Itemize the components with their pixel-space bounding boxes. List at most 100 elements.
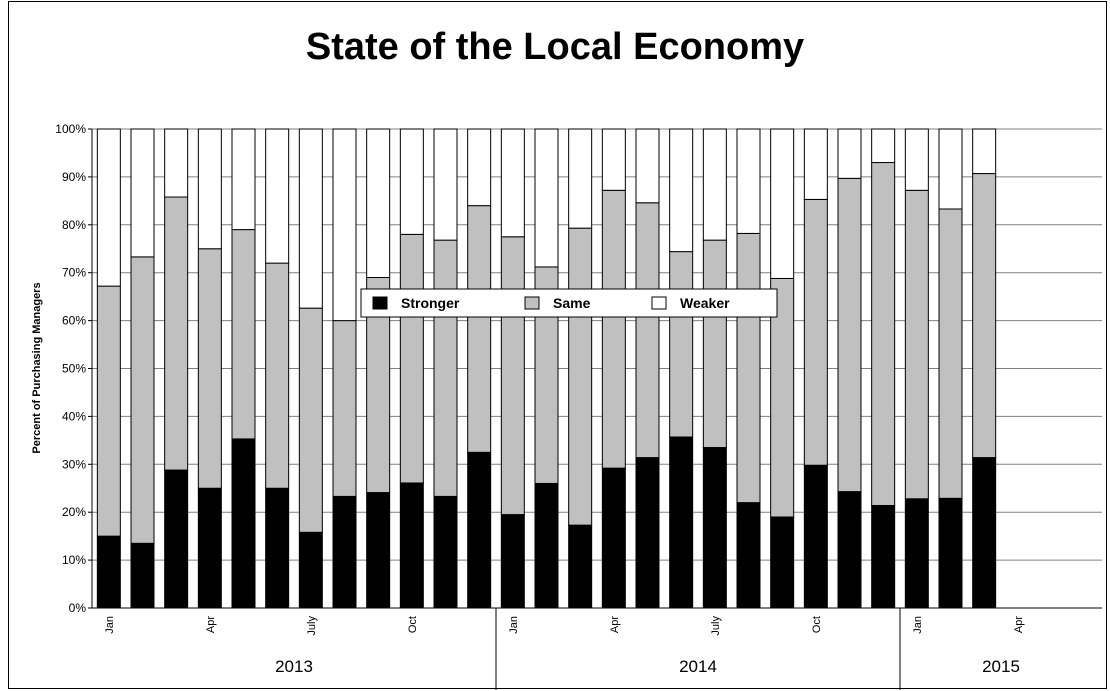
bar-stronger	[231, 438, 256, 609]
bar-stronger	[938, 497, 963, 609]
x-tick-label: Apr	[609, 616, 621, 633]
bar-stronger	[871, 504, 896, 609]
bar-same	[332, 320, 357, 497]
bars-layer	[96, 128, 997, 609]
bar-stronger	[197, 487, 222, 609]
bar-weaker	[770, 128, 795, 279]
year-label: 2015	[982, 657, 1020, 676]
x-tick-label: July	[306, 616, 318, 636]
bar-same	[130, 256, 155, 544]
bar-same	[231, 229, 256, 440]
bar-stronger	[837, 491, 862, 609]
bar-same	[736, 232, 761, 504]
y-tick-label: 70%	[62, 266, 86, 280]
bar-weaker	[467, 128, 492, 207]
year-label: 2013	[275, 657, 313, 676]
bar-weaker	[130, 128, 155, 258]
bar-stronger	[298, 531, 323, 609]
bar-weaker	[635, 128, 660, 204]
x-tick-label: July	[710, 616, 722, 636]
bar-same	[433, 239, 458, 497]
bar-stronger	[770, 516, 795, 609]
bar-weaker	[366, 128, 391, 278]
legend-swatch	[524, 296, 540, 310]
legend-label: Same	[553, 295, 591, 311]
year-label: 2014	[679, 657, 717, 676]
legend-swatch	[651, 296, 667, 310]
x-tick-label: Jan	[912, 616, 924, 634]
y-tick-label: 0%	[69, 601, 87, 615]
y-tick-label: 30%	[62, 457, 86, 471]
bar-same	[500, 236, 525, 516]
bar-same	[635, 202, 660, 459]
bar-weaker	[568, 128, 593, 229]
bar-stronger	[366, 492, 391, 609]
bar-stronger	[534, 482, 559, 609]
bar-weaker	[433, 128, 458, 241]
bar-weaker	[231, 128, 256, 231]
bar-stronger	[904, 498, 929, 609]
bar-stronger	[702, 447, 727, 609]
bar-stronger	[803, 464, 828, 609]
y-tick-label: 10%	[62, 553, 86, 567]
bar-same	[837, 177, 862, 493]
bar-weaker	[500, 128, 525, 238]
bar-weaker	[904, 128, 929, 191]
legend-label: Stronger	[401, 295, 460, 311]
y-tick-label: 40%	[62, 409, 86, 423]
bar-same	[467, 205, 492, 453]
legend-swatch	[372, 296, 388, 310]
x-tick-label: Oct	[811, 616, 823, 633]
bar-weaker	[837, 128, 862, 179]
bar-same	[96, 285, 121, 537]
bar-same	[399, 233, 424, 484]
bar-weaker	[164, 128, 189, 198]
legend-box	[360, 288, 778, 318]
bar-same	[972, 173, 997, 459]
bar-same	[904, 189, 929, 500]
bar-weaker	[399, 128, 424, 235]
y-tick-label: 50%	[62, 362, 86, 376]
bar-weaker	[871, 128, 896, 164]
bar-same	[298, 307, 323, 533]
bar-weaker	[534, 128, 559, 268]
bar-stronger	[96, 535, 121, 609]
bar-stronger	[601, 467, 626, 609]
bar-same	[197, 248, 222, 489]
bar-same	[871, 162, 896, 506]
bar-weaker	[702, 128, 727, 241]
bar-stronger	[467, 451, 492, 609]
bar-stronger	[433, 495, 458, 609]
bar-weaker	[803, 128, 828, 200]
bar-same	[803, 198, 828, 466]
legend-label: Weaker	[680, 295, 730, 311]
x-tick-label: Apr	[205, 616, 217, 633]
bar-weaker	[972, 128, 997, 175]
bar-weaker	[736, 128, 761, 234]
bar-same	[938, 208, 963, 499]
bar-weaker	[601, 128, 626, 191]
bar-weaker	[669, 128, 694, 253]
chart-title: State of the Local Economy	[305, 26, 805, 68]
y-tick-label: 60%	[62, 314, 86, 328]
bar-same	[265, 262, 290, 489]
bar-stronger	[399, 482, 424, 609]
bar-stronger	[164, 469, 189, 609]
bar-same	[568, 227, 593, 526]
y-tick-label: 90%	[62, 170, 86, 184]
y-tick-label: 100%	[55, 122, 86, 136]
legend: Stronger Same Weaker	[360, 288, 778, 318]
bar-stronger	[635, 457, 660, 609]
bar-weaker	[938, 128, 963, 210]
bar-stronger	[669, 436, 694, 609]
bar-stronger	[568, 524, 593, 609]
bar-same	[164, 196, 189, 471]
bar-weaker	[265, 128, 290, 264]
bar-stronger	[265, 487, 290, 609]
bar-same	[669, 251, 694, 438]
bar-same	[702, 239, 727, 449]
bar-weaker	[96, 128, 121, 287]
bar-same	[601, 189, 626, 469]
x-tick-label: Jan	[508, 616, 520, 634]
